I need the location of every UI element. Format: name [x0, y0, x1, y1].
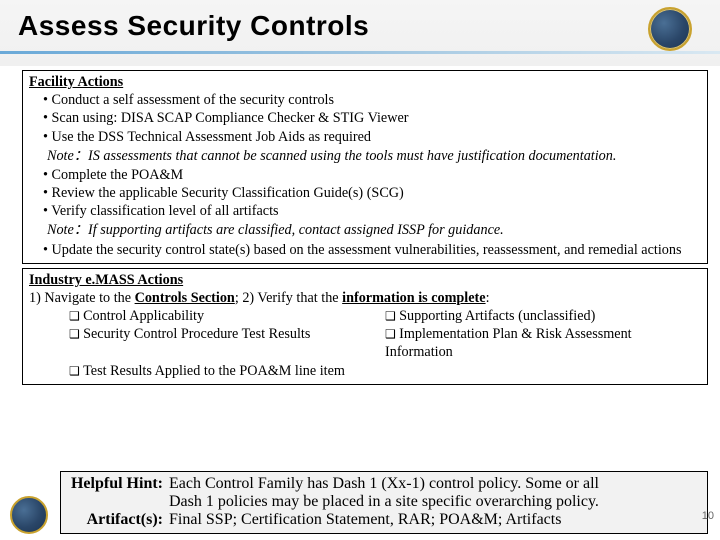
facility-note-1: Note：IS assessments that cannot be scann…: [29, 147, 701, 165]
industry-left-list: Control Applicability Security Control P…: [69, 307, 385, 343]
industry-actions-title: Industry e.MASS Actions: [29, 271, 701, 289]
artifact-label: Artifact(s):: [67, 511, 169, 529]
list-item: Test Results Applied to the POA&M line i…: [69, 362, 701, 380]
industry-bottom-list: Test Results Applied to the POA&M line i…: [29, 362, 701, 380]
page-title: Assess Security Controls: [18, 10, 720, 42]
slide-content: Facility Actions Conduct a self assessme…: [0, 66, 720, 385]
list-item: Control Applicability: [69, 307, 385, 325]
list-item: Implementation Plan & Risk Assessment In…: [385, 325, 701, 361]
hint-text-line2: Dash 1 policies may be placed in a site …: [169, 493, 701, 511]
facility-note-2: Note：If supporting artifacts are classif…: [29, 221, 701, 239]
facility-actions-box: Facility Actions Conduct a self assessme…: [22, 70, 708, 264]
facility-list-3: Update the security control state(s) bas…: [29, 241, 701, 259]
slide-header: Assess Security Controls: [0, 0, 720, 66]
facility-actions-title: Facility Actions: [29, 73, 701, 91]
industry-lead-line: 1) Navigate to the Controls Section; 2) …: [29, 289, 701, 307]
agency-seal-icon: [648, 7, 692, 51]
list-item: Verify classification level of all artif…: [43, 202, 701, 220]
industry-actions-box: Industry e.MASS Actions 1) Navigate to t…: [22, 268, 708, 385]
list-item: Scan using: DISA SCAP Compliance Checker…: [43, 109, 701, 127]
hint-label: Helpful Hint:: [67, 475, 169, 493]
hint-text-line1: Each Control Family has Dash 1 (Xx-1) co…: [169, 475, 701, 493]
artifact-text: Final SSP; Certification Statement, RAR;…: [169, 511, 701, 529]
list-item: Security Control Procedure Test Results: [69, 325, 385, 343]
facility-list-1: Conduct a self assessment of the securit…: [29, 91, 701, 146]
list-item: Use the DSS Technical Assessment Job Aid…: [43, 128, 701, 146]
footer: Helpful Hint: Each Control Family has Da…: [0, 471, 720, 540]
list-item: Review the applicable Security Classific…: [43, 184, 701, 202]
facility-list-2: Complete the POA&M Review the applicable…: [29, 166, 701, 221]
list-item: Conduct a self assessment of the securit…: [43, 91, 701, 109]
header-divider: [0, 51, 720, 54]
list-item: Update the security control state(s) bas…: [43, 241, 701, 259]
page-number: 10: [702, 510, 714, 522]
industry-columns: Control Applicability Security Control P…: [29, 307, 701, 362]
list-item: Supporting Artifacts (unclassified): [385, 307, 701, 325]
industry-right-list: Supporting Artifacts (unclassified) Impl…: [385, 307, 701, 362]
list-item: Complete the POA&M: [43, 166, 701, 184]
agency-seal-small-icon: [10, 496, 48, 534]
helpful-hint-box: Helpful Hint: Each Control Family has Da…: [60, 471, 708, 534]
